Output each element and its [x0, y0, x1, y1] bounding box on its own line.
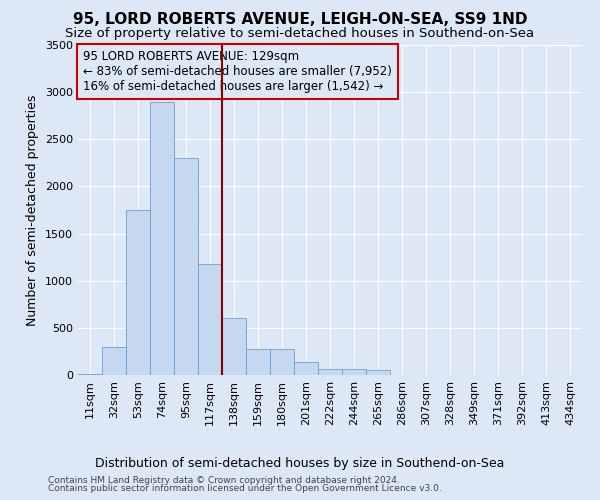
Bar	[222, 318, 246, 375]
Bar	[342, 370, 366, 375]
Text: Distribution of semi-detached houses by size in Southend-on-Sea: Distribution of semi-detached houses by …	[95, 458, 505, 470]
Bar	[318, 370, 342, 375]
Bar	[150, 102, 174, 375]
Text: 95 LORD ROBERTS AVENUE: 129sqm
← 83% of semi-detached houses are smaller (7,952): 95 LORD ROBERTS AVENUE: 129sqm ← 83% of …	[83, 50, 392, 93]
Y-axis label: Number of semi-detached properties: Number of semi-detached properties	[26, 94, 40, 326]
Bar	[78, 374, 102, 375]
Bar	[246, 348, 270, 375]
Text: Contains HM Land Registry data © Crown copyright and database right 2024.: Contains HM Land Registry data © Crown c…	[48, 476, 400, 485]
Text: Size of property relative to semi-detached houses in Southend-on-Sea: Size of property relative to semi-detach…	[65, 28, 535, 40]
Bar	[366, 370, 390, 375]
Bar	[198, 264, 222, 375]
Text: Contains public sector information licensed under the Open Government Licence v3: Contains public sector information licen…	[48, 484, 442, 493]
Bar	[126, 210, 150, 375]
Bar	[174, 158, 198, 375]
Bar	[102, 346, 126, 375]
Bar	[294, 362, 318, 375]
Text: 95, LORD ROBERTS AVENUE, LEIGH-ON-SEA, SS9 1ND: 95, LORD ROBERTS AVENUE, LEIGH-ON-SEA, S…	[73, 12, 527, 28]
Bar	[270, 348, 294, 375]
